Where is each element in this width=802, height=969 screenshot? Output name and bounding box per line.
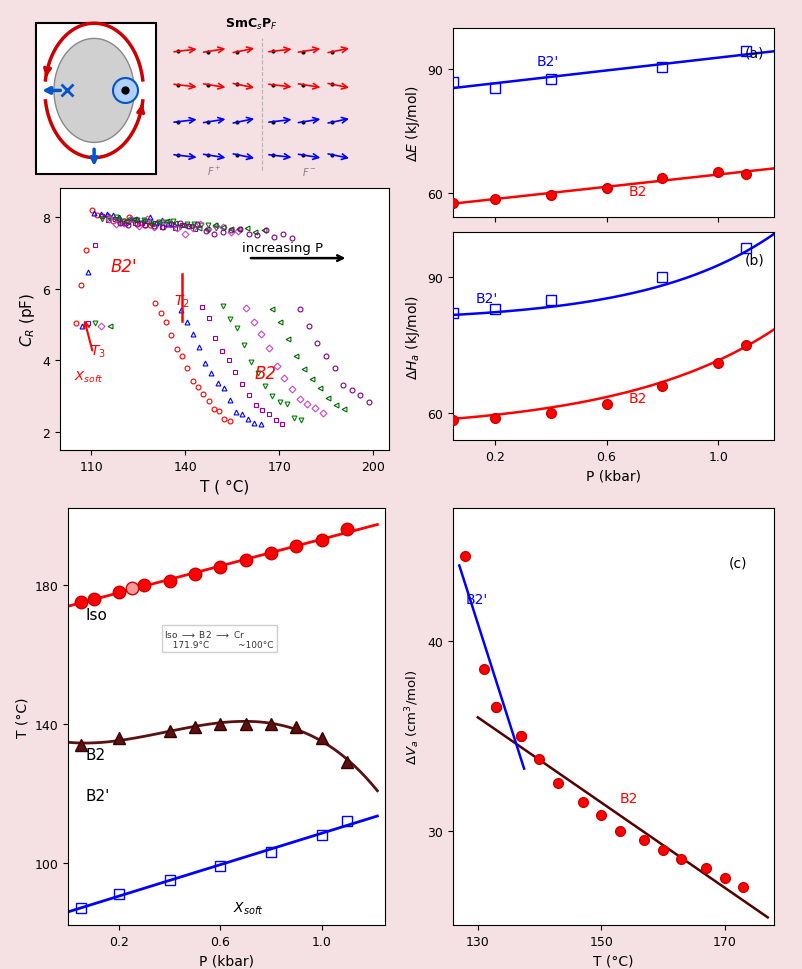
Y-axis label: $C_R$ (pF): $C_R$ (pF) bbox=[18, 293, 37, 347]
Y-axis label: $\Delta E$ (kJ/mol): $\Delta E$ (kJ/mol) bbox=[404, 85, 422, 162]
Text: B2': B2' bbox=[465, 592, 488, 607]
Text: B2: B2 bbox=[254, 365, 277, 383]
Text: $X_{soft}$: $X_{soft}$ bbox=[233, 899, 264, 916]
Text: $F^+$: $F^+$ bbox=[207, 165, 222, 178]
Text: (b): (b) bbox=[745, 253, 765, 266]
FancyBboxPatch shape bbox=[36, 24, 156, 174]
Text: Iso $\longrightarrow$ B2 $\longrightarrow$ Cr
   171.9°C          ~100°C: Iso $\longrightarrow$ B2 $\longrightarro… bbox=[164, 628, 274, 649]
Text: Iso: Iso bbox=[86, 608, 107, 623]
Text: increasing P: increasing P bbox=[241, 241, 323, 255]
Text: (c): (c) bbox=[729, 556, 747, 570]
X-axis label: T (°C): T (°C) bbox=[593, 953, 634, 968]
Text: (a): (a) bbox=[745, 47, 764, 60]
Text: $F^-$: $F^-$ bbox=[302, 166, 317, 178]
Y-axis label: $\Delta V_a$ (cm$^3$/mol): $\Delta V_a$ (cm$^3$/mol) bbox=[403, 670, 422, 765]
Text: $X_{soft}$: $X_{soft}$ bbox=[75, 370, 103, 385]
Ellipse shape bbox=[54, 40, 134, 143]
Text: B2': B2' bbox=[476, 292, 498, 306]
Text: B2: B2 bbox=[620, 792, 638, 805]
Text: $T_3$: $T_3$ bbox=[90, 344, 106, 360]
Text: B2: B2 bbox=[86, 747, 106, 762]
Text: SmC$_s$P$_F$: SmC$_s$P$_F$ bbox=[225, 16, 277, 31]
Text: B2': B2' bbox=[537, 55, 559, 69]
Text: $T_2$: $T_2$ bbox=[175, 294, 190, 310]
X-axis label: P (kbar): P (kbar) bbox=[199, 953, 254, 968]
Text: B2: B2 bbox=[629, 184, 647, 199]
Y-axis label: T (°C): T (°C) bbox=[15, 697, 29, 737]
Text: B2: B2 bbox=[629, 391, 647, 405]
Text: B2': B2' bbox=[110, 258, 137, 275]
X-axis label: T ( °C): T ( °C) bbox=[200, 479, 249, 494]
Text: B2': B2' bbox=[86, 789, 111, 803]
X-axis label: P (kbar): P (kbar) bbox=[586, 469, 641, 484]
Y-axis label: $\Delta H_a$ (kJ/mol): $\Delta H_a$ (kJ/mol) bbox=[404, 295, 422, 379]
